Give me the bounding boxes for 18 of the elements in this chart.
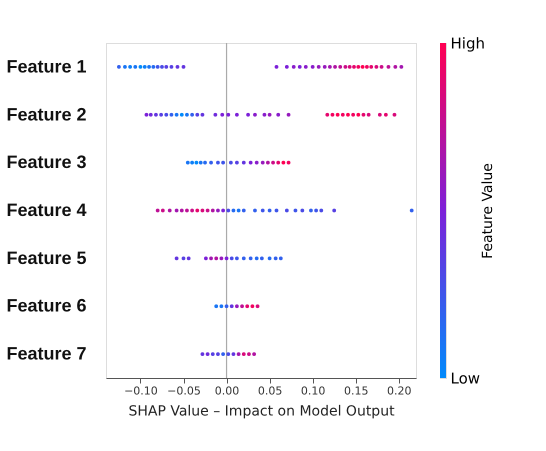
y-tick-label: Feature 4 xyxy=(6,200,86,220)
y-tick-label: Feature 2 xyxy=(6,104,86,124)
y-tick-label: Feature 3 xyxy=(6,152,86,172)
color-bar-label: High xyxy=(450,34,485,52)
x-tick-label: 0.10 xyxy=(300,384,326,398)
y-tick-label: Feature 1 xyxy=(6,56,86,76)
y-tick-label: Feature 6 xyxy=(6,296,86,316)
x-tick-label: 0.05 xyxy=(258,384,282,398)
color-bar-label: Low xyxy=(450,370,480,388)
x-tick-label: 0.15 xyxy=(344,384,368,398)
x-tick-label: 0.00 xyxy=(214,384,240,398)
y-tick-label: Feature 5 xyxy=(6,248,86,268)
x-tick-label: −0.10 xyxy=(124,384,158,398)
y-tick-label: Feature 7 xyxy=(6,344,86,364)
x-axis-title: SHAP Value – Impact on Model Output xyxy=(128,404,396,420)
x-tick-label: 0.20 xyxy=(387,384,412,398)
x-tick-label: −0.05 xyxy=(167,384,201,398)
color-bar-title: Feature Value xyxy=(480,163,496,259)
